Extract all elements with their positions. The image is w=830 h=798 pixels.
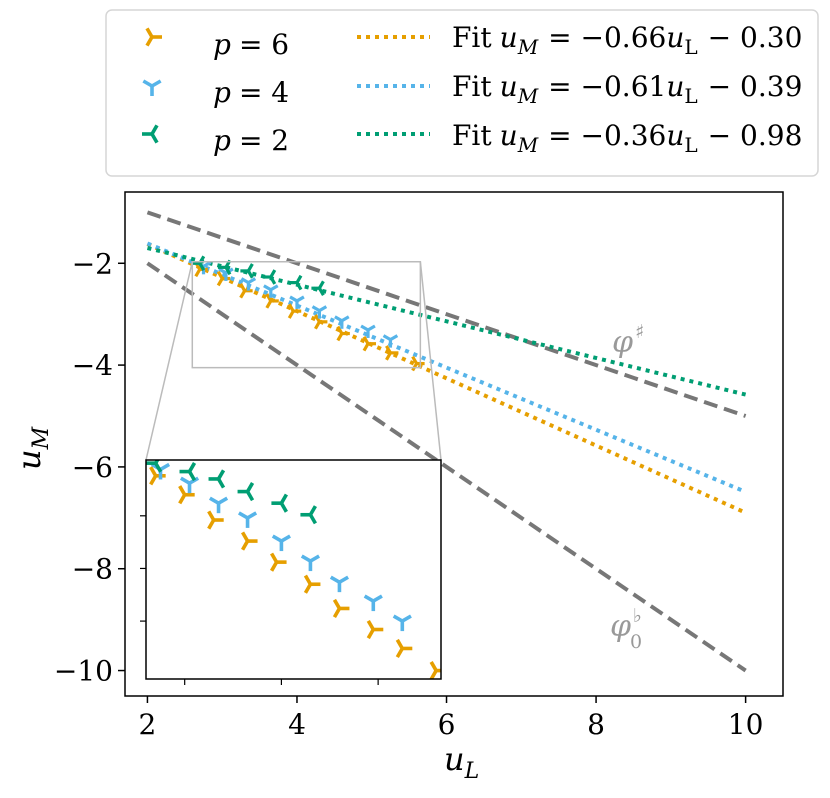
legend: p = 6 p = 4 p = 2 Fit uM = −0.66uL − 0.30 Fit u… xyxy=(105,9,819,177)
zoom-rectangle xyxy=(191,260,422,369)
point-p4 xyxy=(360,324,376,338)
inset-markers xyxy=(146,460,441,679)
point-p6 xyxy=(265,293,279,309)
inset-point-p4 xyxy=(179,476,200,494)
legend-frame xyxy=(105,9,819,177)
fit-line-p2 xyxy=(146,246,747,397)
reference-line-upper-bound xyxy=(146,210,747,418)
legend-marker-p2 xyxy=(142,124,159,144)
point-p6 xyxy=(336,325,350,342)
y-tick-label: −10 xyxy=(54,655,113,688)
point-p4 xyxy=(311,305,328,319)
inset-point-p2 xyxy=(208,469,226,489)
inset-point-p6 xyxy=(332,598,350,619)
inset-point-p6 xyxy=(303,574,321,594)
inset-point-p4 xyxy=(392,614,412,632)
x-axis-label: uL xyxy=(444,740,479,784)
legend-label-fit-p2: Fit uM = −0.36uL − 0.98 xyxy=(452,119,802,157)
y-tick-label: −6 xyxy=(72,451,113,484)
x-tick-label: 8 xyxy=(587,708,605,741)
point-p4 xyxy=(289,295,305,309)
inset-point-p6 xyxy=(207,510,224,530)
point-p2 xyxy=(311,280,325,296)
point-p2 xyxy=(240,263,254,279)
point-p6 xyxy=(362,335,377,352)
x-axis-ticks: 2 4 6 8 10 xyxy=(139,696,764,741)
main-axes: 2 4 6 8 10 −2 −4 −6 −8 −10 φ ♯ φ ♭ 0 uL uM xyxy=(10,191,784,784)
inset-point-p4 xyxy=(300,554,320,572)
inset-point-p2 xyxy=(271,493,288,513)
inset-point-p4 xyxy=(329,575,350,593)
inset-frame xyxy=(145,459,442,680)
y-tick-label: −4 xyxy=(72,349,113,382)
point-p6 xyxy=(385,345,399,361)
x-tick-label: 10 xyxy=(728,708,764,741)
x-tick-label: 4 xyxy=(288,708,306,741)
inset-point-p6 xyxy=(240,531,258,551)
point-p2 xyxy=(288,274,303,291)
inset-point-p4 xyxy=(363,594,383,612)
plot-frame xyxy=(124,191,784,697)
inset-point-p4 xyxy=(271,534,291,552)
main-markers xyxy=(191,255,425,372)
x-tick-label: 2 xyxy=(139,708,157,741)
legend-fit-lines xyxy=(357,35,430,136)
zoom-connector-left xyxy=(145,261,194,461)
zoom-connector-right xyxy=(419,261,442,461)
inset-point-p6 xyxy=(366,619,384,640)
point-p6 xyxy=(287,303,302,319)
inset-point-p6 xyxy=(270,552,287,572)
inset-point-p4 xyxy=(208,496,229,514)
point-p4 xyxy=(263,284,279,298)
legend-label-p4: p = 4 xyxy=(213,76,289,109)
y-axis-ticks: −2 −4 −6 −8 −10 xyxy=(54,247,125,688)
legend-markers xyxy=(142,27,162,144)
point-p4 xyxy=(334,315,350,329)
annotation-phi-flat-0: φ ♭ 0 xyxy=(610,605,642,653)
legend-marker-p6 xyxy=(145,27,162,47)
inset-point-p6 xyxy=(178,485,195,505)
point-p6 xyxy=(314,314,328,330)
legend-marker-p4 xyxy=(142,79,162,96)
legend-label-p2: p = 2 xyxy=(213,124,289,157)
inset-ticks xyxy=(140,515,379,685)
inset-axes xyxy=(140,459,442,685)
inset-point-p6 xyxy=(395,638,413,659)
point-p4 xyxy=(240,277,257,291)
y-tick-label: −2 xyxy=(72,247,113,280)
legend-label-p6: p = 6 xyxy=(213,28,289,61)
inset-point-p2 xyxy=(237,482,255,502)
point-p6 xyxy=(239,283,253,299)
y-axis-label: uM xyxy=(10,426,54,470)
point-p4 xyxy=(382,334,399,348)
legend-label-fit-p4: Fit uM = −0.61uL − 0.39 xyxy=(452,70,802,108)
inset-point-p2 xyxy=(146,460,163,473)
x-tick-label: 6 xyxy=(438,708,456,741)
legend-label-fit-p6: Fit uM = −0.66uL − 0.30 xyxy=(452,21,802,59)
inset-point-p2 xyxy=(179,462,197,482)
inset-background xyxy=(146,460,441,679)
inset-point-p2 xyxy=(300,505,317,525)
inset-point-p6 xyxy=(429,661,441,679)
zoom-indicator xyxy=(145,260,442,461)
reference-line-lower-bound xyxy=(146,261,747,673)
point-p2 xyxy=(262,269,277,285)
annotation-phi-sharp: φ ♯ xyxy=(612,321,644,360)
y-tick-label: −8 xyxy=(72,553,113,586)
inset-point-p4 xyxy=(237,511,258,528)
